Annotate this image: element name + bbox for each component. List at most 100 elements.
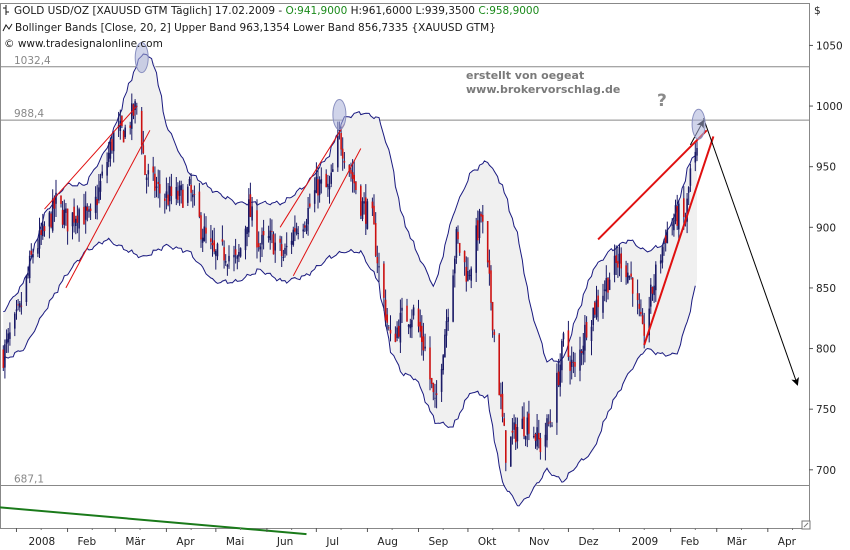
candle-body (366, 201, 369, 229)
candle-body (177, 190, 179, 200)
candle-body (66, 208, 69, 232)
candle-body (256, 210, 258, 248)
candle-body (491, 302, 494, 331)
candle-body (94, 196, 97, 213)
trend-line-red (65, 130, 151, 289)
candle-body (221, 239, 224, 242)
candle-body (315, 176, 318, 193)
candle-body (318, 179, 321, 195)
candle-body (164, 198, 166, 201)
candle-body (544, 434, 547, 447)
band-fill (3, 51, 698, 507)
resize-handle[interactable] (801, 520, 811, 530)
candle-body (55, 192, 57, 204)
candle-body (595, 299, 598, 318)
candle-body (251, 206, 253, 221)
x-tick-label: Aug (377, 536, 398, 548)
candle-body (261, 234, 263, 245)
candle-body (630, 273, 632, 277)
candle-body (295, 228, 298, 234)
candle-body (175, 187, 178, 199)
y-tick-label: 800 (816, 344, 836, 356)
candle-body (99, 181, 102, 192)
candle-body (73, 206, 75, 223)
candle-body (337, 135, 339, 168)
trend-line-green (0, 506, 307, 536)
candle-body (514, 424, 517, 443)
x-tick-label: Feb (681, 536, 700, 548)
candle-body (585, 322, 588, 338)
indicator-label: Bollinger Bands [Close, 20, 2] Upper Ban… (15, 22, 496, 34)
candle-body (605, 278, 608, 292)
instrument-glyph (3, 5, 9, 15)
candle-body (480, 213, 482, 217)
candle-body (317, 179, 319, 196)
candle-body (40, 230, 42, 235)
candle-body (355, 181, 357, 190)
candle-body (203, 226, 206, 241)
candle-body (159, 184, 161, 194)
candle-body (78, 209, 80, 229)
candle-body (406, 305, 408, 322)
candle-body (627, 272, 629, 283)
candle-body (43, 226, 46, 232)
candle-body (511, 430, 514, 433)
candle-body (284, 247, 286, 254)
candle-body (655, 264, 657, 291)
x-tick-label: Nov (529, 536, 550, 548)
candle-body (14, 313, 16, 329)
candle-body (282, 257, 285, 258)
trend-line-red (597, 129, 708, 241)
candle-body (340, 133, 342, 150)
candle-body (154, 173, 156, 191)
candle-body (477, 220, 479, 241)
candle-body (430, 378, 433, 384)
candle-body (353, 174, 355, 184)
candle-body (678, 203, 680, 230)
candle-body (234, 249, 237, 255)
trend-line-black (703, 118, 799, 386)
candle-body (96, 199, 98, 206)
candle-body (4, 344, 6, 368)
candle-body (307, 208, 309, 225)
candle-body (401, 307, 403, 311)
candle-body (140, 110, 143, 146)
candle-body (551, 425, 553, 427)
candle-body (468, 275, 471, 276)
candle-body (592, 307, 594, 326)
candle-body (211, 242, 214, 246)
candle-body (244, 228, 247, 251)
candle-body (412, 307, 415, 316)
candle-body (327, 183, 329, 187)
candle-body (157, 181, 159, 184)
annotation-author: erstellt von oegeat (466, 69, 584, 82)
upper-band (3, 53, 696, 364)
x-tick-label: Jul (325, 536, 339, 548)
candle-body (503, 418, 505, 426)
candle-body (224, 261, 227, 263)
candle-body (155, 186, 158, 188)
candle-body (182, 189, 184, 208)
candle-body (478, 211, 481, 238)
candle-body (671, 224, 673, 226)
candle-body (200, 215, 202, 240)
candle-body (37, 248, 39, 254)
candle-body (631, 277, 634, 294)
candle-body (607, 277, 609, 293)
y-tick-label: 1050 (816, 40, 843, 52)
candle-body (602, 295, 604, 313)
candle-body (488, 260, 491, 274)
candle-body (167, 194, 169, 205)
candle-body (384, 299, 387, 321)
candle-body (378, 266, 380, 268)
candle-body (111, 139, 113, 151)
candle-body (216, 243, 219, 257)
candle-body (168, 185, 171, 202)
x-tick-label: Sep (429, 536, 449, 548)
x-tick-label: Mär (125, 536, 145, 548)
candle-body (570, 359, 573, 367)
candle-body (500, 394, 502, 397)
candle-body (48, 212, 51, 227)
level-label: 687,1 (14, 473, 44, 485)
